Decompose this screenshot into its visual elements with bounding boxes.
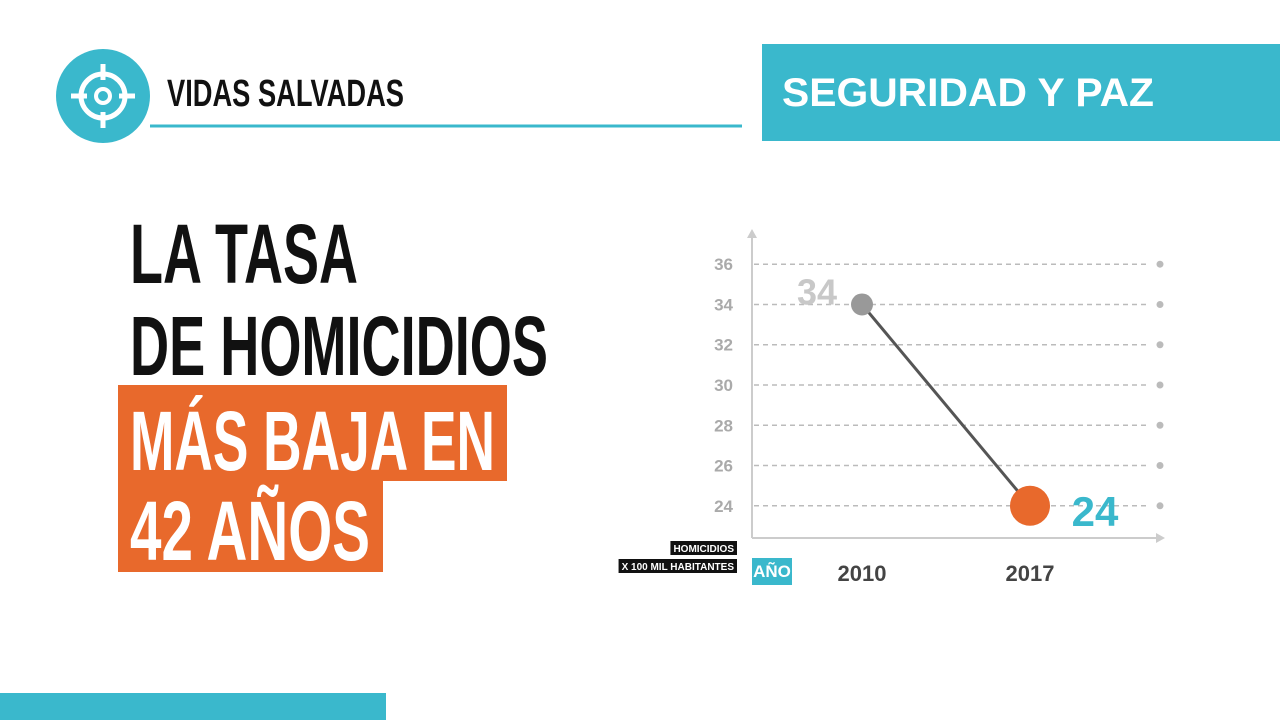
headline-line: MÁS BAJA EN <box>130 394 495 488</box>
y-axis-label: X 100 MIL HABITANTES <box>622 562 735 573</box>
x-tick-label: 2017 <box>1006 561 1055 586</box>
y-axis-arrow <box>747 229 757 238</box>
y-tick-label: 26 <box>714 457 733 476</box>
data-point <box>1010 485 1050 526</box>
y-tick-label: 30 <box>714 376 733 395</box>
grid-dot <box>1156 502 1164 510</box>
x-tick-label: 2010 <box>838 561 887 586</box>
grid-dot <box>1156 462 1164 470</box>
grid-dot <box>1156 260 1164 268</box>
grid-dot <box>1156 421 1164 429</box>
grid-dot <box>1156 341 1164 349</box>
section-banner <box>762 44 1280 141</box>
headline-line: DE HOMICIDIOS <box>130 299 548 393</box>
y-tick-label: 32 <box>714 336 733 355</box>
footer-bar <box>0 693 386 720</box>
highlight-box <box>118 480 383 572</box>
header-title: VIDAS SALVADAS <box>167 73 404 115</box>
y-tick-label: 34 <box>714 295 733 314</box>
x-label-box <box>752 558 792 585</box>
y-label-box <box>670 541 737 555</box>
chart: AÑO 24 26 28 30 32 34 36 HOMICIDIOS X 100 MIL HA… <box>618 229 1165 586</box>
x-axis-label: AÑO <box>753 561 791 581</box>
data-label: 24 <box>1072 488 1119 535</box>
data-label: 34 <box>797 271 837 312</box>
headline-line: 42 AÑOS <box>130 484 370 578</box>
headline-line: LA TASA <box>130 207 358 301</box>
data-point <box>851 293 873 316</box>
y-tick-label: 28 <box>714 416 733 435</box>
y-tick-label: 36 <box>714 255 733 274</box>
y-axis-label: HOMICIDIOS <box>673 544 734 555</box>
y-label-box <box>618 559 737 573</box>
grid-dot <box>1156 381 1164 389</box>
highlight-box <box>118 385 507 481</box>
y-tick-label: 24 <box>714 497 733 516</box>
section-title: SEGURIDAD Y PAZ <box>782 71 1154 115</box>
target-icon <box>56 49 150 143</box>
x-axis-arrow <box>1156 533 1165 543</box>
data-line <box>860 303 1032 507</box>
grid-dot <box>1156 300 1164 308</box>
